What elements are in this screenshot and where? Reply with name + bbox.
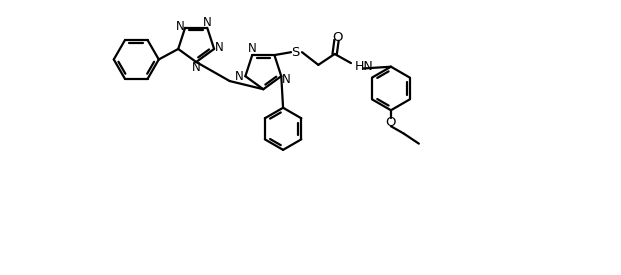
- Text: N: N: [215, 41, 224, 54]
- Text: O: O: [332, 31, 343, 44]
- Text: N: N: [203, 16, 212, 29]
- Text: N: N: [283, 73, 291, 86]
- Text: HN: HN: [354, 60, 373, 73]
- Text: S: S: [291, 46, 300, 59]
- Text: N: N: [176, 20, 184, 33]
- Text: N: N: [248, 42, 256, 55]
- Text: N: N: [192, 61, 201, 74]
- Text: O: O: [386, 116, 396, 129]
- Text: N: N: [235, 70, 243, 83]
